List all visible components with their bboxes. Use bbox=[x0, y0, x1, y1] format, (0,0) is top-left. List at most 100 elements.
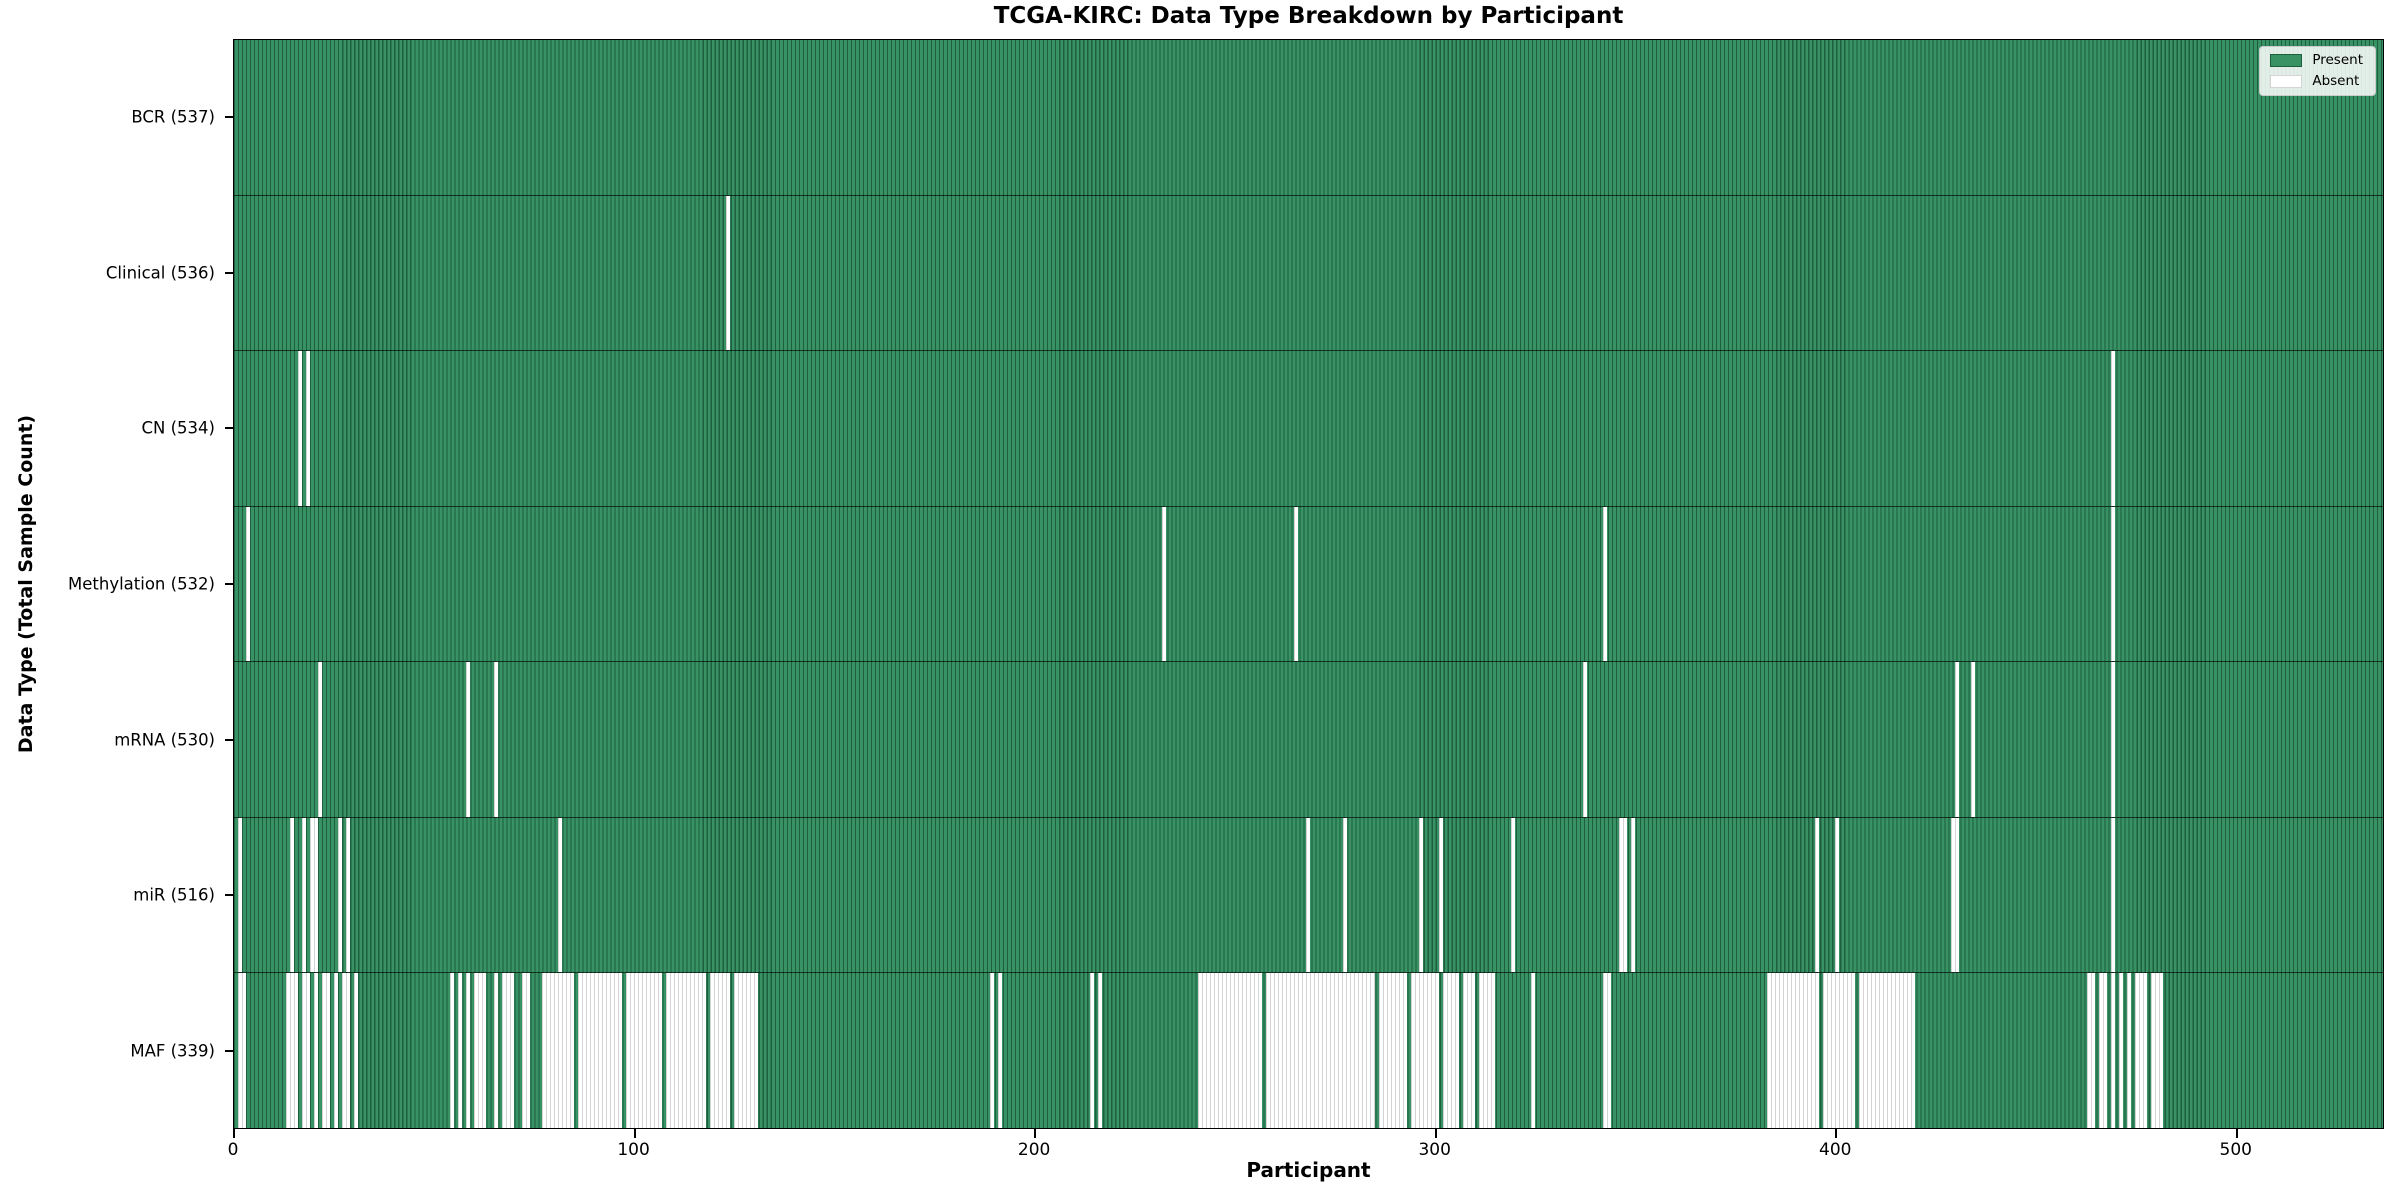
legend-present-swatch bbox=[2270, 54, 2303, 68]
absent-gap-mRNA-337 bbox=[1582, 662, 1587, 817]
absent-gap-MAF-342 bbox=[1602, 973, 1611, 1129]
legend-item-absent: Absent bbox=[2270, 72, 2363, 89]
absent-gap-MAF-20 bbox=[314, 973, 319, 1129]
absent-gap-MAF-406 bbox=[1858, 973, 1915, 1129]
legend-present-label: Present bbox=[2312, 52, 2363, 68]
x-tick-mark bbox=[1835, 1129, 1838, 1138]
absent-gap-mRNA-58 bbox=[466, 662, 471, 817]
absent-gap-miR-301 bbox=[1438, 817, 1443, 973]
legend-absent-label: Absent bbox=[2312, 72, 2360, 89]
absent-gap-MAF-479 bbox=[2150, 973, 2163, 1129]
absent-gap-MAF-463 bbox=[2086, 973, 2095, 1129]
absent-gap-Methylation-342 bbox=[1602, 506, 1607, 662]
absent-gap-mRNA-469 bbox=[2110, 662, 2115, 817]
absent-gap-MAF-311 bbox=[1478, 973, 1495, 1129]
absent-gap-miR-395 bbox=[1814, 817, 1819, 973]
absent-gap-MAF-294 bbox=[1410, 973, 1439, 1129]
absent-gap-MAF-86 bbox=[578, 973, 623, 1129]
x-tick-label-400: 400 bbox=[1819, 1140, 1852, 1160]
absent-gap-MAF-214 bbox=[1090, 973, 1095, 1129]
absent-gap-MAF-125 bbox=[734, 973, 759, 1129]
absent-gap-miR-277 bbox=[1342, 817, 1347, 973]
absent-gap-MAF-466 bbox=[2098, 973, 2107, 1129]
y-tick-label-Clinical: Clinical (536) bbox=[105, 263, 215, 283]
absent-gap-MAF-473 bbox=[2126, 973, 2131, 1129]
absent-gap-MAF-216 bbox=[1098, 973, 1103, 1129]
absent-gap-MAF-108 bbox=[666, 973, 707, 1129]
absent-gap-miR-349 bbox=[1630, 817, 1635, 973]
x-tick-label-0: 0 bbox=[227, 1140, 239, 1160]
absent-gap-MAF-30 bbox=[354, 973, 359, 1129]
y-tick-mark bbox=[225, 1050, 233, 1053]
x-tick-label-300: 300 bbox=[1418, 1140, 1451, 1160]
y-tick-label-MAF: MAF (339) bbox=[130, 1041, 215, 1061]
absent-gap-miR-296 bbox=[1418, 817, 1423, 973]
x-tick-label-200: 200 bbox=[1017, 1140, 1051, 1160]
absent-gap-MAF-17 bbox=[302, 973, 311, 1129]
heatmap-row-mRNA bbox=[234, 661, 2383, 817]
x-tick-mark bbox=[2235, 1129, 2238, 1138]
x-axis-label: Participant bbox=[1246, 1158, 1371, 1182]
y-tick-mark bbox=[225, 583, 233, 585]
absent-gap-MAF-13 bbox=[286, 973, 299, 1129]
absent-gap-miR-346 bbox=[1618, 817, 1627, 973]
absent-gap-Methylation-469 bbox=[2110, 506, 2115, 662]
absent-gap-miR-81 bbox=[558, 817, 563, 973]
x-tick-label-500: 500 bbox=[2219, 1140, 2253, 1160]
absent-gap-MAF-258 bbox=[1266, 973, 1375, 1129]
heatmap-row-miR bbox=[234, 816, 2383, 973]
x-tick-mark bbox=[1034, 1129, 1037, 1138]
absent-gap-Methylation-265 bbox=[1294, 506, 1299, 662]
absent-gap-MAF-77 bbox=[542, 973, 575, 1129]
absent-gap-CN-16 bbox=[298, 351, 303, 506]
absent-gap-miR-429 bbox=[1950, 817, 1959, 973]
absent-gap-MAF-25 bbox=[334, 973, 339, 1129]
y-tick-mark bbox=[225, 271, 233, 274]
absent-gap-miR-14 bbox=[290, 817, 295, 973]
absent-gap-MAF-469 bbox=[2110, 973, 2115, 1129]
x-tick-label-100: 100 bbox=[617, 1140, 650, 1160]
absent-gap-mRNA-434 bbox=[1970, 662, 1975, 817]
absent-gap-MAF-397 bbox=[1822, 973, 1855, 1129]
heatmap-row-CN bbox=[234, 350, 2383, 506]
absent-gap-miR-19 bbox=[310, 817, 319, 973]
absent-gap-MAF-56 bbox=[458, 973, 463, 1129]
absent-gap-MAF-241 bbox=[1198, 973, 1263, 1129]
absent-gap-miR-469 bbox=[2110, 817, 2115, 973]
y-tick-label-mRNA: mRNA (530) bbox=[114, 730, 215, 750]
legend-item-present: Present bbox=[2270, 52, 2363, 68]
absent-gap-MAF-302 bbox=[1442, 973, 1459, 1129]
x-tick-mark bbox=[633, 1129, 636, 1138]
y-tick-mark bbox=[225, 427, 233, 430]
absent-gap-CN-469 bbox=[2110, 351, 2115, 506]
y-tick-label-Methylation: Methylation (532) bbox=[68, 574, 215, 594]
absent-gap-mRNA-65 bbox=[494, 662, 499, 817]
absent-gap-Methylation-3 bbox=[246, 506, 250, 662]
absent-gap-CN-18 bbox=[306, 351, 311, 506]
heatmap-row-BCR bbox=[234, 40, 2383, 195]
legend-absent-swatch bbox=[2270, 74, 2303, 88]
x-tick-mark bbox=[1434, 1129, 1437, 1138]
heatmap-row-MAF bbox=[234, 972, 2383, 1129]
y-axis-label: Data Type (Total Sample Count) bbox=[15, 414, 37, 754]
y-tick-label-BCR: BCR (537) bbox=[131, 107, 215, 127]
absent-gap-mRNA-430 bbox=[1954, 662, 1959, 817]
absent-gap-MAF-1 bbox=[238, 973, 246, 1129]
absent-gap-MAF-189 bbox=[990, 973, 995, 1129]
y-tick-label-miR: miR (516) bbox=[133, 885, 215, 905]
absent-gap-MAF-475 bbox=[2134, 973, 2147, 1129]
absent-gap-mRNA-21 bbox=[318, 662, 323, 817]
absent-gap-MAF-58 bbox=[466, 973, 471, 1129]
absent-gap-MAF-22 bbox=[322, 973, 331, 1129]
absent-gap-MAF-286 bbox=[1378, 973, 1407, 1129]
x-tick-mark bbox=[233, 1129, 235, 1138]
absent-gap-miR-28 bbox=[346, 817, 351, 973]
absent-gap-MAF-27 bbox=[342, 973, 351, 1129]
absent-gap-MAF-119 bbox=[710, 973, 731, 1129]
absent-gap-miR-319 bbox=[1510, 817, 1515, 973]
absent-gap-MAF-383 bbox=[1766, 973, 1819, 1129]
heatmap-row-Clinical bbox=[234, 194, 2383, 351]
chart-title: TCGA-KIRC: Data Type Breakdown by Partic… bbox=[993, 3, 1624, 29]
legend: Present Absent bbox=[2259, 46, 2376, 96]
